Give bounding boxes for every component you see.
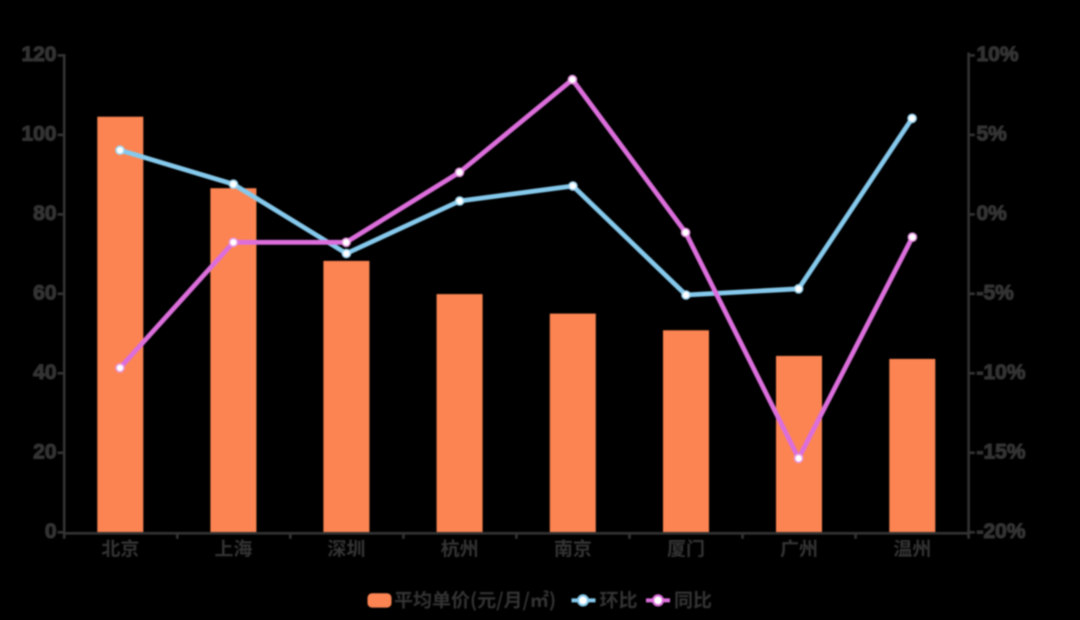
svg-text:-10%: -10%	[977, 361, 1026, 384]
svg-text:120: 120	[21, 43, 56, 66]
svg-text:100: 100	[21, 122, 56, 145]
svg-text:40: 40	[33, 361, 56, 384]
svg-text:0%: 0%	[977, 202, 1008, 225]
svg-text:10%: 10%	[977, 43, 1019, 66]
svg-text:60: 60	[33, 281, 56, 304]
svg-text:5%: 5%	[977, 122, 1008, 145]
svg-text:-15%: -15%	[977, 440, 1026, 463]
svg-text:80: 80	[33, 202, 56, 225]
svg-text:0: 0	[45, 520, 57, 543]
svg-text:-5%: -5%	[977, 281, 1015, 304]
svg-text:20: 20	[33, 440, 56, 463]
svg-text:-20%: -20%	[977, 520, 1026, 543]
